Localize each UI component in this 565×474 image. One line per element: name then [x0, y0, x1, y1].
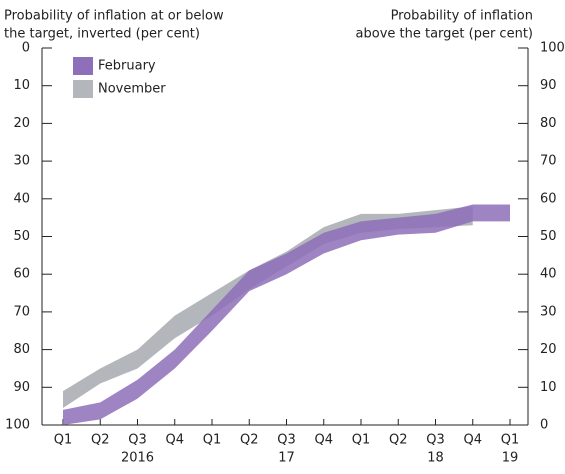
- y2-tick-label: 20: [540, 342, 557, 357]
- x-tick-label: Q3: [426, 433, 445, 448]
- y-tick-label: 60: [13, 267, 30, 282]
- y2-tick-label: 30: [540, 304, 557, 319]
- y2-tick-label: 0: [540, 418, 548, 433]
- year-label: 17: [278, 451, 295, 466]
- band: [63, 206, 473, 409]
- y-tick-label: 90: [13, 380, 30, 395]
- x-tick-label: Q4: [314, 433, 333, 448]
- y-tick-label: 40: [13, 191, 30, 206]
- y-tick-label: 70: [13, 304, 30, 319]
- x-tick-label: Q2: [91, 433, 110, 448]
- y2-axis-label: above the target (per cent): [356, 27, 533, 42]
- band: [63, 204, 510, 425]
- y2-tick-label: 10: [540, 380, 557, 395]
- y2-tick-label: 50: [540, 229, 557, 244]
- y-tick-label: 50: [13, 229, 30, 244]
- x-tick-label: Q1: [54, 433, 73, 448]
- legend-label: November: [98, 82, 166, 97]
- y-tick-label: 10: [13, 78, 30, 93]
- year-label: 2016: [121, 451, 154, 466]
- y2-axis-label: Probability of inflation: [391, 9, 533, 24]
- y-tick-label: 0: [22, 41, 30, 56]
- y2-tick-label: 70: [540, 154, 557, 169]
- x-tick-label: Q1: [501, 433, 520, 448]
- x-tick-label: Q4: [165, 433, 184, 448]
- y-tick-label: 30: [13, 154, 30, 169]
- year-label: 18: [427, 451, 444, 466]
- y-tick-label: 20: [13, 116, 30, 131]
- y-axis-label: the target, inverted (per cent): [4, 27, 200, 42]
- legend-label: February: [98, 59, 156, 74]
- legend-swatch: [73, 57, 93, 75]
- y-axis-label: Probability of inflation at or below: [4, 9, 224, 24]
- x-tick-label: Q1: [203, 433, 222, 448]
- y-tick-label: 80: [13, 342, 30, 357]
- y-tick-label: 100: [5, 418, 30, 433]
- x-tick-label: Q2: [240, 433, 259, 448]
- x-tick-label: Q2: [389, 433, 408, 448]
- x-tick-label: Q3: [277, 433, 296, 448]
- y2-tick-label: 80: [540, 116, 557, 131]
- y2-tick-label: 60: [540, 191, 557, 206]
- year-label: 19: [502, 451, 519, 466]
- legend-swatch: [73, 80, 93, 98]
- x-tick-label: Q3: [128, 433, 147, 448]
- y2-tick-label: 90: [540, 78, 557, 93]
- x-tick-label: Q4: [463, 433, 482, 448]
- y2-tick-label: 40: [540, 267, 557, 282]
- x-tick-label: Q1: [352, 433, 371, 448]
- y2-tick-label: 100: [540, 41, 565, 56]
